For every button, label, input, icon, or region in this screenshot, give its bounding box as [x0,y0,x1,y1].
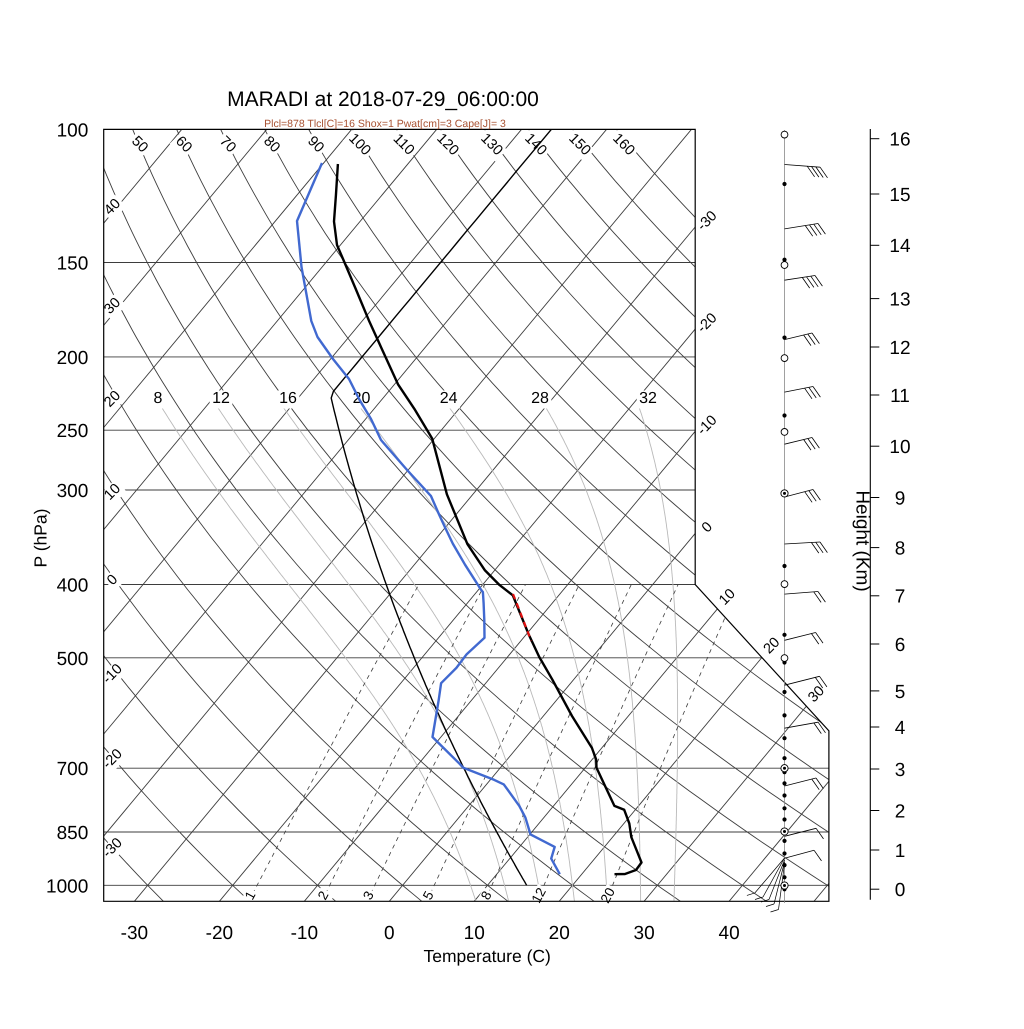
svg-text:11: 11 [890,386,910,407]
svg-text:13: 13 [889,290,910,311]
svg-text:1000: 1000 [46,876,88,897]
svg-text:32: 32 [639,390,657,407]
svg-text:20: 20 [598,885,618,905]
svg-text:12: 12 [212,390,230,407]
svg-text:150: 150 [57,254,89,275]
svg-text:-10: -10 [291,923,318,944]
svg-text:16: 16 [889,130,910,151]
svg-text:14: 14 [889,236,911,257]
svg-text:15: 15 [889,185,910,206]
svg-text:12: 12 [889,338,910,359]
svg-text:20: 20 [549,923,570,944]
svg-text:5: 5 [895,682,906,703]
svg-text:Height (Km): Height (Km) [852,490,873,591]
svg-text:10: 10 [464,923,485,944]
svg-text:-20: -20 [206,923,233,944]
svg-text:30: 30 [634,923,655,944]
svg-text:10: 10 [889,437,910,458]
svg-text:7: 7 [895,587,906,608]
svg-text:9: 9 [895,488,906,509]
svg-text:0: 0 [384,923,395,944]
svg-text:700: 700 [57,759,89,780]
svg-text:3: 3 [895,760,906,781]
svg-text:400: 400 [57,576,89,597]
svg-text:MARADI at 2018-07-29_06:00:00: MARADI at 2018-07-29_06:00:00 [227,88,539,111]
svg-text:300: 300 [57,481,89,502]
svg-text:P (hPa): P (hPa) [31,508,51,567]
svg-text:-30: -30 [121,923,148,944]
svg-text:6: 6 [895,635,906,656]
svg-text:16: 16 [279,390,297,407]
svg-text:850: 850 [57,823,89,844]
svg-text:Temperature (C): Temperature (C) [423,946,550,966]
svg-text:40: 40 [719,923,740,944]
svg-text:12: 12 [529,885,549,905]
svg-text:28: 28 [531,390,549,407]
svg-text:200: 200 [57,348,89,369]
svg-text:8: 8 [895,539,906,560]
svg-text:500: 500 [57,649,89,670]
svg-text:2: 2 [895,801,906,822]
svg-text:4: 4 [895,718,906,739]
svg-text:8: 8 [154,390,163,407]
svg-text:Plcl=878 Tlcl[C]=16 Shox=1 Pwa: Plcl=878 Tlcl[C]=16 Shox=1 Pwat[cm]=3 Ca… [264,118,506,130]
svg-text:0: 0 [895,880,906,901]
svg-text:100: 100 [57,120,89,141]
svg-text:1: 1 [895,841,906,862]
svg-text:24: 24 [440,390,458,407]
svg-text:250: 250 [57,421,89,442]
